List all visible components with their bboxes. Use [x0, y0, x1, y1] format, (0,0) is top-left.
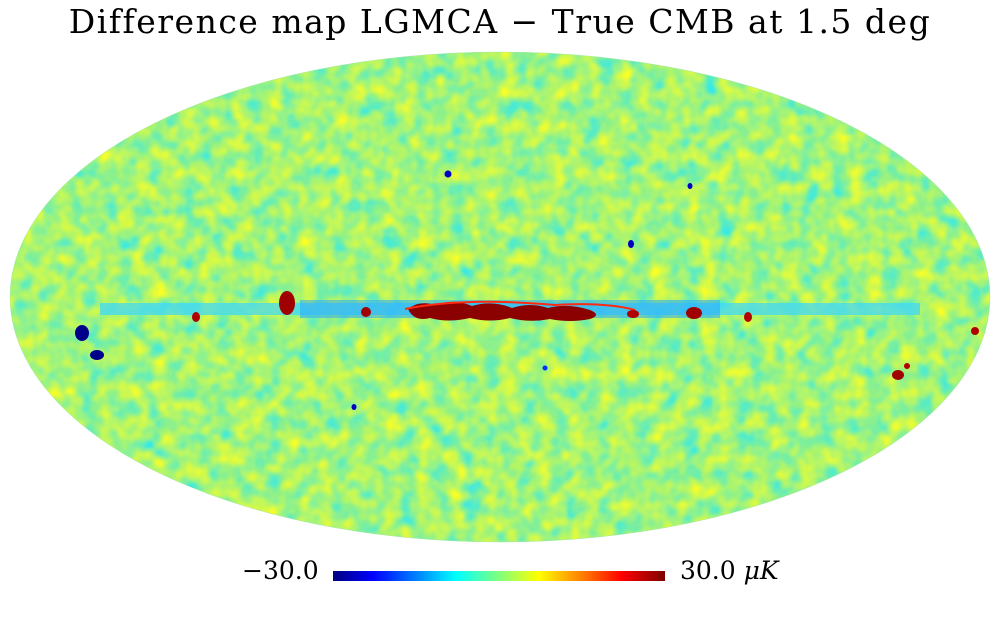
colorbar-unit: μK	[743, 556, 779, 585]
hot-spot	[686, 307, 702, 319]
hot-spot	[744, 312, 752, 322]
sky-map-area	[10, 52, 990, 542]
hot-spot	[627, 310, 639, 318]
hot-spot	[971, 327, 979, 335]
colorbar-max-label: 30.0 μK	[680, 556, 779, 585]
hot-spot-cygnus	[279, 291, 295, 315]
colorbar-max-value: 30.0	[680, 556, 736, 585]
hot-spot	[361, 307, 371, 317]
hot-spot	[192, 312, 200, 322]
map-outline	[9, 51, 991, 543]
cold-spot	[542, 365, 548, 371]
colorbar-min-label: −30.0	[242, 556, 319, 585]
galactic-plane-residual	[100, 291, 979, 380]
galactic-hot-edge	[404, 300, 636, 311]
map-warm-fluctuations	[10, 52, 990, 542]
colorbar	[333, 571, 665, 581]
cold-spot-smc	[90, 350, 104, 360]
cold-point-sources	[75, 170, 832, 494]
galactic-hot-residual	[408, 301, 596, 321]
hot-spot	[892, 370, 904, 380]
figure-title: Difference map LGMCA − True CMB at 1.5 d…	[68, 2, 932, 41]
cold-spot	[687, 183, 693, 189]
cold-spot-lmc	[75, 325, 89, 341]
hot-spot	[904, 363, 910, 369]
cold-spot	[628, 240, 634, 248]
cold-spot	[444, 170, 452, 178]
cold-spot	[351, 404, 357, 410]
cold-spot	[822, 490, 832, 494]
